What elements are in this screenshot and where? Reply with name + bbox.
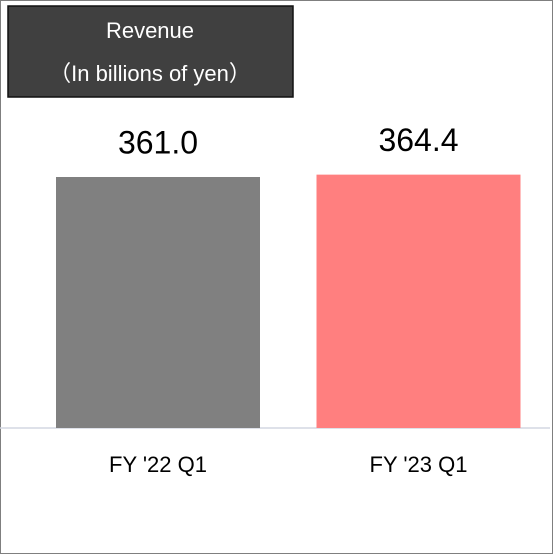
data-label: 364.4	[378, 122, 458, 158]
chart-subtitle: （In billions of yen）	[49, 61, 251, 86]
data-label: 361.0	[118, 124, 198, 160]
bar	[56, 177, 260, 428]
x-tick-label: FY '22 Q1	[109, 452, 207, 477]
title-box	[7, 5, 294, 98]
bar	[316, 174, 521, 428]
chart-title: Revenue	[106, 18, 194, 43]
x-tick-label: FY '23 Q1	[370, 452, 468, 477]
